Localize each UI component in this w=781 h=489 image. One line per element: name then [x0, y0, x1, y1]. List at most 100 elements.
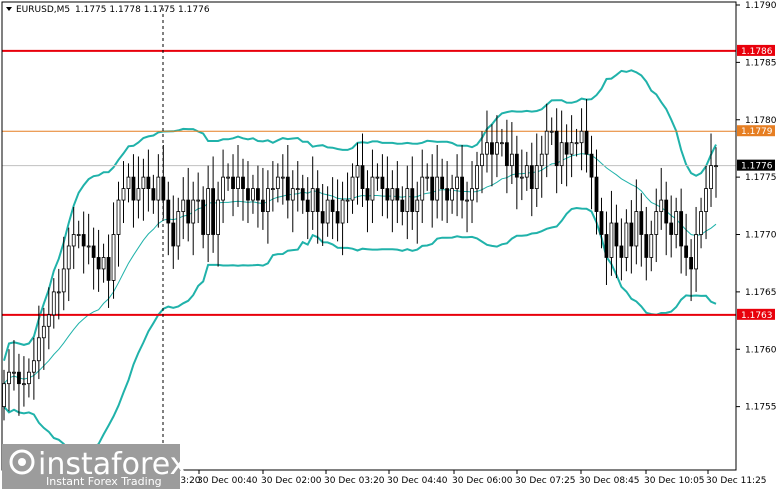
candle [71, 206, 76, 269]
candle [211, 156, 216, 253]
candle [265, 170, 270, 244]
candle [290, 170, 295, 233]
x-tick-label: 30 Dec 04:40 [387, 476, 448, 486]
candle [176, 197, 181, 260]
candle [236, 144, 240, 207]
candle [106, 234, 111, 308]
candle [2, 369, 6, 421]
candle [310, 156, 315, 230]
candle [91, 227, 96, 290]
candle [405, 165, 410, 240]
candle [355, 142, 360, 205]
candle [519, 149, 524, 201]
level-label-box [737, 125, 775, 137]
candle [400, 186, 405, 226]
candle [151, 174, 156, 214]
level-label: 1.1779 [741, 127, 773, 137]
candle [191, 181, 196, 256]
candle [395, 161, 400, 224]
candle [440, 158, 445, 221]
candle [96, 229, 101, 292]
y-tick-label: 1.1780 [745, 116, 777, 126]
candle [300, 174, 305, 214]
level-label: 1.1786 [741, 47, 773, 57]
candle [181, 177, 186, 240]
candle [41, 307, 46, 370]
candle [430, 154, 435, 228]
candle [644, 206, 649, 281]
x-tick-label: 30 Dec 10:05 [644, 476, 705, 486]
candle [216, 181, 220, 267]
candle [689, 239, 694, 302]
candle [61, 236, 66, 311]
candle [450, 174, 455, 214]
candle [22, 356, 26, 407]
candle [475, 151, 479, 203]
candle [420, 149, 425, 224]
y-tick-label: 1.1775 [745, 173, 777, 183]
candle [639, 193, 644, 267]
candle [589, 135, 594, 210]
candle [251, 174, 255, 214]
candle [280, 154, 285, 205]
candle [261, 167, 265, 230]
candle [559, 110, 564, 185]
candle [490, 124, 494, 187]
candle [136, 156, 141, 219]
candle [360, 133, 365, 207]
candle [460, 144, 464, 219]
candle [704, 165, 708, 240]
y-tick-label: 1.1765 [745, 288, 777, 298]
candle [634, 179, 639, 265]
candle [579, 108, 584, 171]
candle [36, 305, 41, 380]
candle [275, 163, 280, 203]
candlesticks [2, 99, 718, 421]
candle [206, 165, 211, 263]
candle [524, 151, 529, 191]
candle [604, 211, 609, 285]
dropdown-arrow-icon[interactable] [6, 7, 12, 11]
candle [445, 161, 450, 224]
candle [574, 128, 579, 157]
candle [500, 128, 504, 157]
candle [425, 163, 430, 191]
candle [584, 99, 589, 173]
candle [126, 163, 131, 203]
current-price-label: 1.1776 [741, 162, 773, 172]
candle [455, 154, 459, 217]
x-tick-label: 30 Dec 06:00 [452, 476, 513, 486]
candle [514, 135, 519, 210]
candle [141, 158, 146, 221]
candle [325, 186, 330, 237]
candle [684, 213, 689, 276]
candle [226, 163, 230, 191]
candle [171, 195, 176, 269]
candle [564, 124, 569, 187]
candle [81, 211, 86, 274]
candle [614, 204, 619, 279]
candle [156, 154, 161, 228]
candle [76, 220, 81, 249]
candle [415, 181, 420, 244]
horizontal-levels: 1.1786 1.1779 1.1763 1.1776 [2, 44, 775, 321]
candle [86, 213, 91, 265]
candle [295, 161, 300, 212]
candle [375, 163, 380, 191]
candle [370, 149, 375, 224]
candle [569, 115, 574, 178]
candle [470, 161, 474, 224]
x-tick-label: 30 Dec 07:25 [515, 476, 576, 486]
candle [146, 149, 151, 212]
ohlc-values: 1.1775 1.1778 1.1775 1.1776 [75, 5, 210, 15]
symbol-label: EURUSD,M5 [16, 5, 70, 15]
candle [679, 188, 684, 274]
candle [609, 190, 614, 276]
candle [196, 172, 201, 224]
watermark-brand: instaforex [38, 447, 187, 482]
candle [529, 142, 534, 217]
candle [539, 135, 544, 198]
y-tick-label: 1.1755 [745, 403, 777, 413]
candle [116, 181, 121, 267]
candle [385, 156, 390, 219]
